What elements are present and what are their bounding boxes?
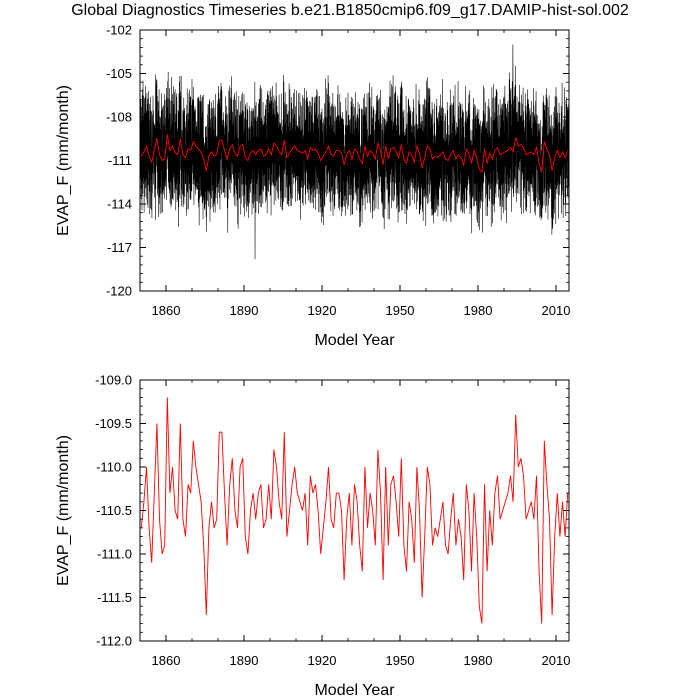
top-xtick-label: 1920: [308, 303, 337, 318]
bottom-xtick-label: 2010: [542, 653, 571, 668]
bottom-y-axis-title: EVAP_F (mm/month): [55, 435, 72, 586]
bottom-ytick-label: -111.0: [97, 547, 132, 562]
top-xtick-label: 1980: [464, 303, 493, 318]
top-panel: 1860 1890 1920 1950 1980 2010 -120 -117 -114 -111…: [55, 23, 570, 350]
bottom-panel: 1860 1890 1920 1950 1980 2010 -112.0 -111.5 -111…: [55, 373, 570, 700]
bottom-xtick-label: 1890: [230, 653, 259, 668]
top-x-axis-title: Model Year: [314, 332, 395, 349]
top-xtick-label: 1950: [386, 303, 415, 318]
top-ytick-label: -105: [106, 66, 132, 81]
bottom-ytick-label: -109.5: [95, 416, 132, 431]
bottom-xtick-label: 1860: [152, 653, 181, 668]
top-ytick-label: -102: [106, 23, 132, 38]
top-ytick-label: -108: [106, 110, 132, 125]
bottom-ytick-label: -110.5: [96, 503, 132, 518]
bottom-xtick-label: 1950: [386, 653, 415, 668]
bottom-ytick-label: -111.5: [97, 590, 132, 605]
bottom-plot-frame: [139, 379, 570, 642]
top-annual-series-line: [140, 134, 569, 174]
bottom-xtick-label: 1980: [464, 653, 493, 668]
top-monthly-series-line: [139, 44, 570, 260]
bottom-ytick-label: -109.0: [95, 373, 132, 388]
bottom-xtick-label: 1920: [308, 653, 337, 668]
bottom-ytick-label: -112.0: [96, 634, 132, 649]
top-ytick-label: -111: [108, 153, 132, 168]
bottom-x-axis-title: Model Year: [314, 682, 395, 699]
top-y-axis-title: EVAP_F (mm/month): [55, 85, 72, 236]
chart-title: Global Diagnostics Timeseries b.e21.B185…: [71, 2, 629, 19]
bottom-ytick-label: -110.0: [96, 460, 132, 475]
top-ytick-label: -120: [106, 284, 132, 299]
top-xtick-label: 1890: [230, 303, 259, 318]
top-xtick-label: 2010: [542, 303, 571, 318]
bottom-annual-series-line: [140, 397, 569, 624]
top-ytick-label: -114: [107, 197, 132, 212]
top-ytick-label: -117: [107, 240, 132, 255]
top-xtick-label: 1860: [152, 303, 181, 318]
